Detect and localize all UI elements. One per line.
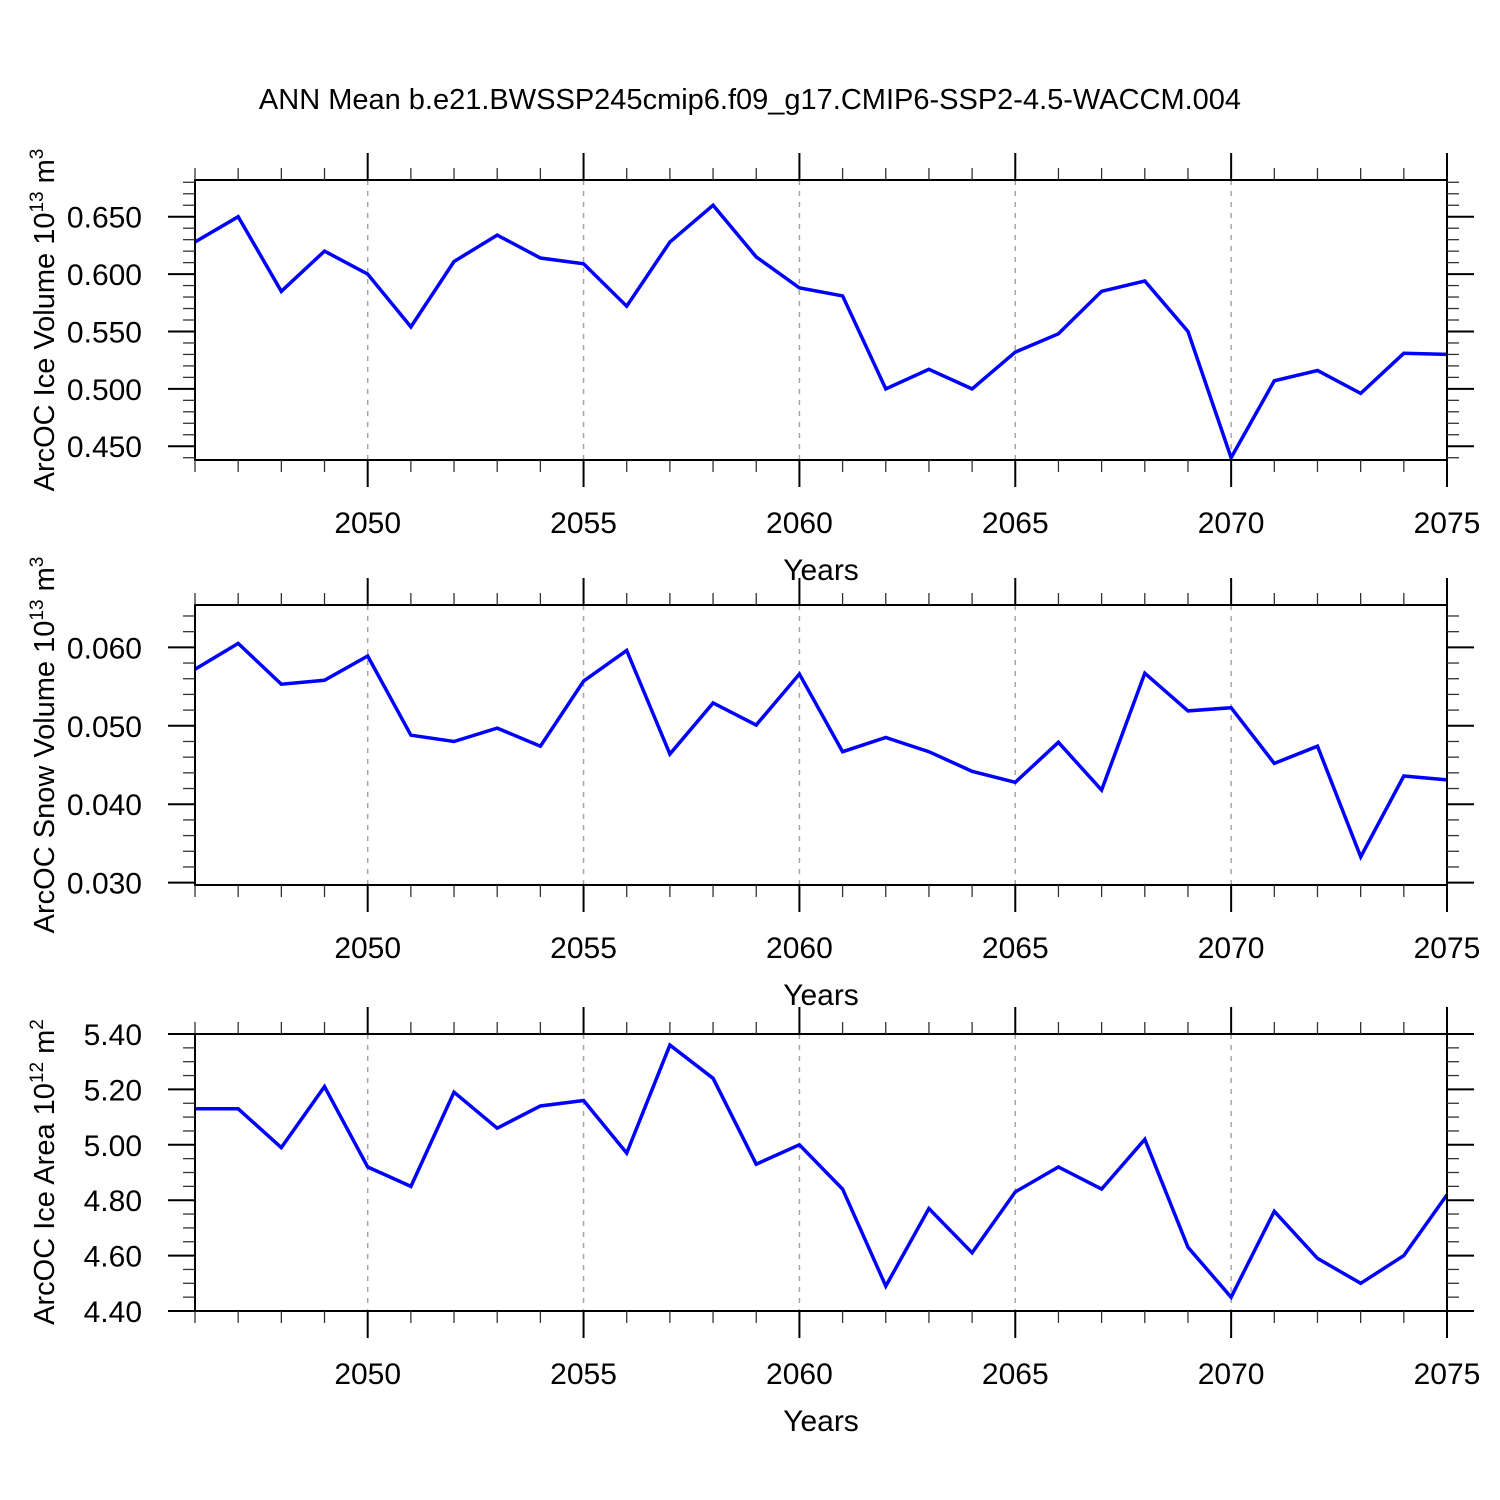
y-tick-label: 4.40 [84, 1296, 142, 1329]
y-tick-label: 4.60 [84, 1241, 142, 1274]
ice-volume-axis-label: ArcOC Ice Volume 1013 m3 [27, 148, 61, 492]
x-tick-label: 2075 [1414, 932, 1481, 965]
y-tick-label: 0.600 [67, 259, 142, 292]
ylabel-text: ArcOC Snow Volume 10 [28, 620, 61, 934]
data-line [194, 202, 1448, 462]
x-tick-label: 2060 [766, 507, 833, 540]
data-line [194, 641, 1448, 861]
y-tick-label: 4.80 [84, 1185, 142, 1218]
x-tick-label: 2060 [766, 1358, 833, 1391]
y-tick-label: 0.650 [67, 202, 142, 235]
x-tick-label: 2075 [1414, 507, 1481, 540]
x-tick-label: 2065 [982, 932, 1049, 965]
chart-panel: 2050 2055 2060 2065 2070 2075 0.450 0.500 0.550 0… [67, 153, 1480, 540]
x-tick-label: 2065 [982, 1358, 1049, 1391]
ylabel-exponent: 13 [27, 191, 49, 213]
x-tick-label: 2070 [1198, 932, 1265, 965]
figure-title: ANN Mean b.e21.BWSSP245cmip6.f09_g17.CMI… [258, 84, 1242, 116]
y-tick-label: 5.00 [84, 1130, 142, 1163]
x-tick-label: 2050 [334, 932, 401, 965]
ylabel-unit-exponent: 3 [27, 148, 49, 160]
ice-area-axis-label: ArcOC Ice Area 1012 m2 [27, 1019, 61, 1325]
ylabel-unit-exponent: 2 [27, 1019, 49, 1030]
y-tick-label: 0.500 [67, 374, 142, 407]
chart-panel: 2050 2055 2060 2065 2070 2075 0.030 0.040 0.050 0… [67, 578, 1480, 965]
y-tick-label: 0.550 [67, 316, 142, 349]
ylabel-exponent: 12 [27, 1061, 49, 1084]
y-tick-label: 0.050 [67, 711, 142, 744]
ylabel-unit: m [28, 567, 61, 600]
x-tick-label: 2075 [1414, 1358, 1481, 1391]
x-tick-label: 2060 [766, 932, 833, 965]
years-axis-label-top: Years [783, 554, 859, 587]
x-tick-label: 2070 [1198, 507, 1265, 540]
snow-volume-axis-label: ArcOC Snow Volume 1013 m3 [27, 556, 61, 934]
x-tick-label: 2050 [334, 1358, 401, 1391]
x-tick-label: 2050 [334, 507, 401, 540]
plot-frame [194, 179, 1448, 461]
ylabel-text: ArcOC Ice Volume 10 [28, 212, 61, 492]
x-tick-label: 2055 [550, 507, 617, 540]
data-line [195, 1042, 1449, 1301]
years-axis-label-bottom: Years [783, 1405, 859, 1438]
ylabel-exponent: 13 [27, 599, 49, 621]
y-tick-label: 5.20 [84, 1074, 142, 1107]
plot-frame [194, 604, 1448, 886]
y-tick-label: 0.040 [67, 789, 142, 822]
x-tick-label: 2065 [982, 507, 1049, 540]
ylabel-unit-exponent: 3 [27, 556, 49, 568]
chart-panel: 2050 2055 2060 2065 2070 2075 4.40 4.60 4.80 5.00… [84, 1007, 1481, 1391]
x-tick-label: 2055 [550, 1358, 617, 1391]
ylabel-unit: m [28, 1029, 61, 1062]
y-tick-label: 5.40 [84, 1019, 142, 1052]
x-tick-label: 2055 [550, 932, 617, 965]
y-tick-label: 0.450 [67, 431, 142, 464]
y-tick-label: 0.060 [67, 632, 142, 665]
ylabel-text: ArcOC Ice Area 10 [28, 1083, 61, 1325]
ylabel-unit: m [28, 159, 61, 192]
x-tick-label: 2070 [1198, 1358, 1265, 1391]
years-axis-label-middle: Years [783, 979, 859, 1012]
y-tick-label: 0.030 [67, 868, 142, 901]
